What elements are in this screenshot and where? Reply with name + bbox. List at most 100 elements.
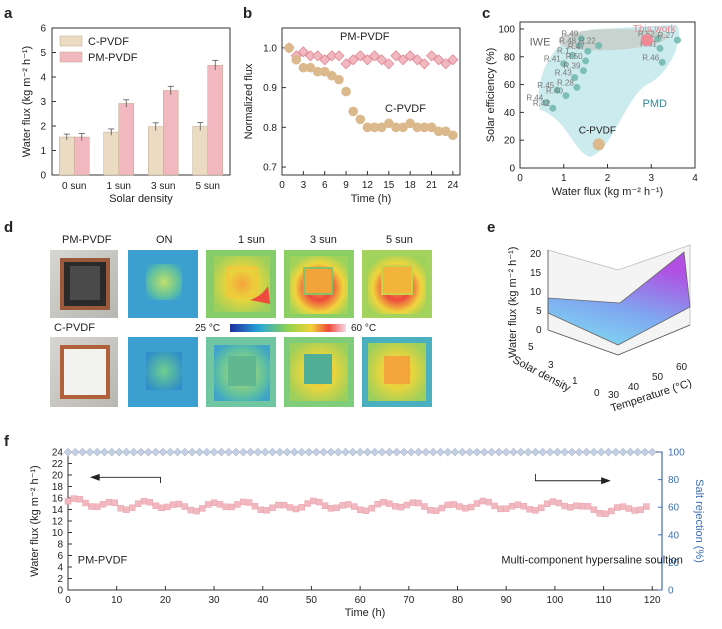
water-flux-marker — [99, 501, 107, 508]
water-flux-marker — [140, 497, 148, 505]
water-flux-marker — [169, 501, 177, 508]
thermal-pm-3sun — [284, 250, 354, 318]
legend-swatch-a — [59, 35, 83, 47]
water-flux-marker — [590, 506, 598, 513]
marker-pm-pvdf — [319, 54, 331, 66]
salt-rejection-marker — [589, 447, 599, 457]
x-tick-label-f: 70 — [403, 595, 415, 606]
water-flux-marker — [456, 503, 463, 510]
literature-point-label: R.40 — [546, 87, 563, 96]
marker-c-pvdf — [362, 122, 373, 133]
water-flux-marker — [310, 497, 317, 505]
salt-rejection-marker — [640, 447, 650, 457]
water-flux-marker — [450, 501, 457, 508]
salt-rejection-marker — [143, 447, 153, 457]
salt-rejection-marker — [187, 447, 197, 457]
water-flux-marker — [199, 505, 206, 512]
water-flux-marker — [397, 503, 405, 511]
x-tick-label-c: 1 — [561, 173, 567, 184]
salt-rejection-marker — [647, 447, 657, 457]
salt-rejection-marker — [326, 447, 336, 457]
surface-chart-e: 0 5 10 15 20 Water flux (kg m⁻² h⁻¹) 5 3… — [507, 244, 693, 415]
salt-rejection-marker — [428, 447, 438, 457]
water-flux-marker — [421, 503, 428, 510]
c-pvdf-label: C-PVDF — [579, 125, 616, 136]
x-axis-label-c: Water flux (kg m⁻² h⁻¹) — [552, 186, 663, 198]
salt-rejection-marker — [165, 447, 175, 457]
y-tick-label-right-f: 100 — [668, 448, 685, 459]
salt-rejection-marker — [552, 447, 562, 457]
water-flux-marker — [637, 506, 644, 513]
water-flux-marker — [362, 507, 370, 514]
x-tick-label-a: 5 sun — [196, 181, 220, 192]
water-flux-marker — [94, 503, 101, 511]
salt-rejection-marker — [501, 447, 511, 457]
marker-c-pvdf — [376, 122, 387, 133]
water-flux-marker — [514, 501, 522, 508]
salt-rejection-marker — [487, 447, 496, 457]
surface-xtick-50: 50 — [652, 372, 664, 383]
literature-point — [560, 60, 568, 68]
marker-pm-pvdf — [312, 50, 324, 62]
thermal-col-label-3sun: 3 sun — [310, 234, 337, 246]
water-flux-marker — [415, 499, 422, 507]
salt-rejection-marker — [377, 447, 387, 457]
water-flux-marker — [327, 505, 335, 512]
water-flux-marker — [193, 507, 200, 515]
y-tick-label-left-f: 6 — [57, 551, 63, 562]
series-label-c-pvdf: C-PVDF — [385, 103, 426, 115]
x-tick-label-b: 24 — [447, 180, 459, 191]
salt-rejection-marker — [224, 447, 234, 457]
y-tick-label-b: 1.0 — [263, 43, 277, 54]
x-tick-label-a: 3 sun — [151, 181, 175, 192]
thermal-scale-min: 25 °C — [195, 323, 220, 334]
water-flux-marker — [286, 504, 294, 511]
water-flux-marker — [479, 497, 487, 505]
x-tick-label-f: 30 — [209, 595, 221, 606]
salt-rejection-marker — [107, 447, 117, 457]
x-tick-label-b: 21 — [426, 180, 438, 191]
x-tick-label-c: 3 — [648, 173, 654, 184]
water-flux-marker — [608, 507, 615, 515]
water-flux-marker — [216, 501, 224, 508]
literature-point-label: R.43 — [555, 69, 572, 78]
literature-point — [577, 35, 585, 43]
literature-point — [571, 74, 579, 82]
water-flux-marker — [345, 501, 352, 508]
legend-label-a: C-PVDF — [88, 36, 129, 48]
thermal-col-label-5sun: 5 sun — [386, 234, 413, 246]
salt-rejection-marker — [173, 447, 182, 457]
marker-pm-pvdf — [390, 50, 402, 62]
salt-rejection-marker — [516, 447, 526, 457]
salt-rejection-marker — [567, 447, 577, 457]
y-tick-label-c: 80 — [504, 52, 516, 63]
salt-rejection-marker — [268, 447, 277, 457]
water-flux-marker — [76, 496, 83, 503]
water-flux-marker — [543, 500, 551, 507]
salt-rejection-marker — [275, 447, 285, 457]
panel-label-c: c — [482, 5, 490, 22]
water-flux-marker — [175, 500, 183, 508]
water-flux-marker — [245, 499, 253, 506]
water-flux-marker — [240, 498, 247, 506]
bar-pm-pvdf — [207, 64, 223, 176]
water-flux-marker — [152, 502, 159, 509]
marker-pm-pvdf — [447, 54, 459, 66]
thermal-row-label-pm: PM-PVDF — [62, 234, 112, 246]
salt-rejection-marker — [560, 447, 569, 457]
water-flux-marker — [555, 499, 562, 507]
salt-rejection-marker — [231, 447, 241, 457]
marker-c-pvdf — [291, 54, 302, 65]
salt-rejection-marker — [545, 447, 555, 457]
water-flux-marker — [134, 500, 142, 507]
y-tick-label-right-f: 80 — [668, 475, 680, 486]
panel-label-d: d — [4, 219, 13, 236]
water-flux-marker — [88, 503, 95, 510]
salt-rejection-marker — [421, 447, 431, 457]
panel-label-e: e — [487, 219, 495, 236]
salt-rejection-marker — [304, 447, 314, 457]
salt-rejection-marker — [129, 447, 139, 457]
y-tick-label-c: 0 — [509, 164, 515, 175]
y-axis-label-c: Solar efficiency (%) — [485, 48, 497, 143]
water-flux-marker — [462, 505, 469, 512]
